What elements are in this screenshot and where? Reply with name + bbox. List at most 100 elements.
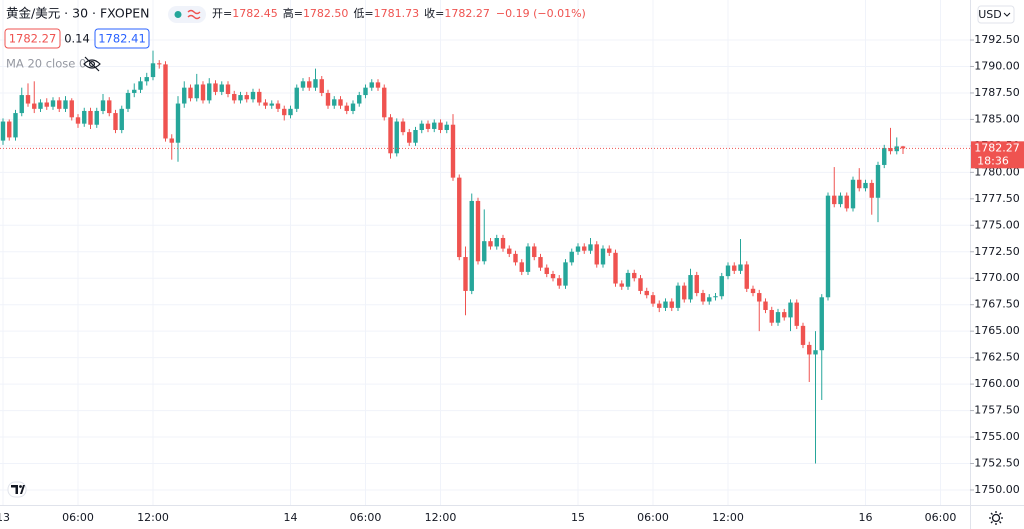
candle-body — [450, 124, 456, 178]
candle-body — [157, 63, 162, 65]
last-price-label: 1782.27 — [974, 141, 1020, 154]
ohlc-value: 1782.50 — [303, 7, 349, 20]
candle-body — [219, 84, 224, 92]
last-price-tag — [971, 141, 1024, 169]
candle-body — [675, 285, 681, 308]
candle-body — [500, 237, 506, 249]
candle-body — [632, 272, 637, 279]
candle-body — [850, 179, 856, 209]
candle-body — [638, 278, 643, 291]
candle-body — [113, 113, 118, 131]
candle-body — [550, 273, 556, 279]
candle-body — [363, 87, 368, 96]
ohlc-label: 低= — [353, 7, 373, 20]
candle-body — [175, 103, 181, 143]
candle-body — [282, 108, 287, 116]
candle-body — [575, 246, 581, 252]
candle-body — [257, 91, 262, 103]
candle-body — [75, 117, 81, 124]
candle-body — [582, 246, 587, 251]
ohlc-value: 1782.45 — [232, 7, 278, 20]
candle-body — [13, 113, 18, 138]
y-tick-label: 1780.00 — [974, 165, 1020, 178]
candle-body — [213, 83, 218, 92]
y-tick-label: 1765.00 — [974, 324, 1020, 337]
candle-body — [700, 293, 706, 302]
candle-body — [132, 89, 137, 93]
candle-body — [838, 195, 843, 205]
candle-body — [413, 130, 418, 143]
candle-body — [57, 100, 62, 109]
candle-body — [857, 179, 862, 189]
x-tick-label: 12:00 — [712, 511, 744, 524]
candle-body — [338, 99, 343, 106]
candle-body — [238, 95, 243, 101]
candle-body — [419, 123, 424, 131]
candle-body — [288, 108, 293, 116]
ohlc-label: 开= — [212, 7, 232, 20]
candle-body — [207, 83, 212, 101]
candle-body — [750, 288, 756, 294]
tv-logo — [7, 481, 27, 498]
candle-body — [325, 92, 331, 106]
y-tick-label: 1750.00 — [974, 483, 1020, 496]
candle-body — [538, 257, 543, 268]
candle-body — [625, 272, 631, 287]
candle-body — [494, 237, 499, 247]
candle-body — [482, 241, 487, 262]
candle-body — [794, 302, 799, 326]
status-icons — [168, 6, 206, 23]
candle-body — [863, 182, 868, 189]
x-tick-label: 13 — [0, 511, 10, 524]
y-tick-label: 1757.50 — [974, 404, 1020, 417]
ohlc-value: 1781.73 — [374, 7, 420, 20]
candle-body — [744, 264, 749, 289]
x-tick-label: 06:00 — [925, 511, 957, 524]
candle-body — [94, 110, 99, 125]
candle-body — [713, 296, 718, 298]
candle-body — [619, 283, 624, 287]
candle-body — [525, 246, 531, 272]
candle-body — [769, 309, 774, 323]
candle-body — [688, 275, 693, 300]
candle-body — [332, 99, 337, 106]
candle-body — [569, 251, 574, 263]
candle-body — [388, 117, 393, 154]
candle-body — [757, 293, 762, 302]
candle-body — [738, 264, 743, 271]
candle-body — [457, 177, 462, 258]
ohlc-label: 高= — [283, 6, 303, 20]
ask-box[interactable] — [94, 28, 150, 49]
candle-body — [313, 79, 318, 88]
candle-body — [307, 81, 312, 88]
settings-icon[interactable] — [989, 511, 1003, 525]
x-tick-label: 16 — [859, 511, 873, 524]
candle-body — [882, 148, 887, 165]
bid-price: 1782.27 — [9, 32, 57, 46]
bid-box[interactable] — [4, 28, 61, 49]
candle-body — [694, 275, 699, 294]
candle-body — [813, 350, 818, 355]
candle-body — [594, 244, 599, 265]
candle-body — [788, 302, 793, 318]
y-tick-label: 1785.00 — [974, 112, 1020, 125]
candle-body — [588, 244, 593, 251]
x-tick-label: 06:00 — [350, 511, 382, 524]
candle-body — [875, 164, 881, 198]
currency-button[interactable] — [977, 5, 1015, 24]
hide-icon[interactable] — [83, 56, 101, 72]
currency-caret — [1003, 12, 1011, 17]
candle-body — [400, 121, 406, 133]
candle-body — [394, 121, 399, 154]
ask-price: 1782.41 — [98, 32, 146, 46]
candle-body — [100, 100, 106, 111]
candle-body — [438, 122, 443, 131]
candle-body — [82, 110, 87, 124]
candle-body — [682, 285, 687, 300]
symbol: 黄金/美元 · 30 · FXOPEN — [6, 6, 150, 21]
candle-body — [119, 108, 124, 131]
y-tick-label: 1760.00 — [974, 377, 1020, 390]
candle-body — [7, 121, 12, 138]
x-tick-label: 12:00 — [137, 511, 169, 524]
ohlc-label: 收= — [424, 6, 444, 20]
